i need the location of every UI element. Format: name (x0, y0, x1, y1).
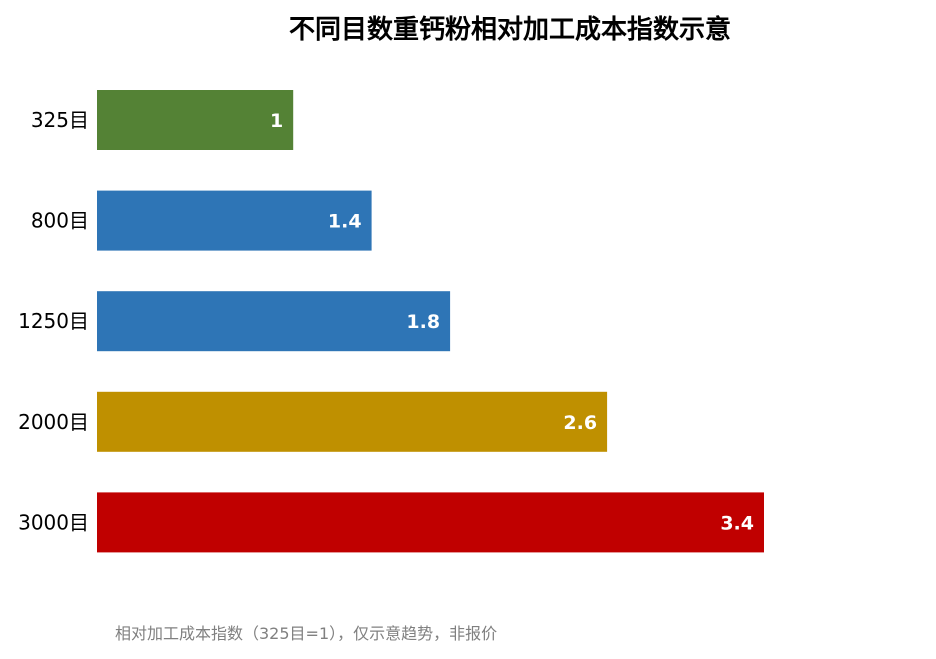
chart-footnote: 相对加工成本指数（325目=1），仅示意趋势，非报价 (115, 624, 497, 643)
value-label-3: 2.6 (563, 412, 597, 434)
category-label-2: 1250目 (18, 309, 89, 333)
value-label-0: 1 (270, 110, 283, 132)
bar-3 (97, 391, 608, 452)
value-label-2: 1.8 (406, 311, 440, 333)
category-label-4: 3000目 (18, 510, 89, 534)
bar-0 (97, 90, 294, 150)
value-label-4: 3.4 (720, 512, 754, 534)
bar-2 (97, 291, 451, 352)
value-label-1: 1.4 (328, 211, 362, 233)
category-label-3: 2000目 (18, 410, 89, 434)
category-label-1: 800目 (31, 209, 89, 233)
chart-title: 不同目数重钙粉相对加工成本指数示意 (289, 14, 731, 45)
category-label-0: 325目 (31, 108, 89, 132)
bar-4 (97, 492, 764, 553)
bar-1 (97, 190, 372, 251)
bars-layer: 325目 1 800目 1.4 1250目 1.8 2000目 2.6 3000目 3.4 (18, 90, 764, 553)
